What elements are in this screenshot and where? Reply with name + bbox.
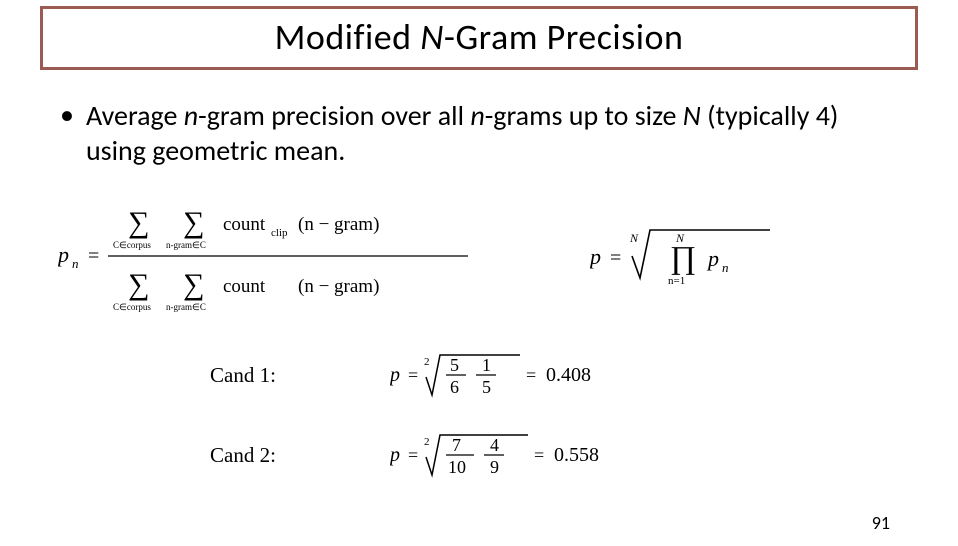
c1-den2: 5 (482, 377, 491, 397)
cand1-label: Cand 1: (210, 363, 290, 388)
c1-root-idx: 2 (424, 356, 430, 368)
p-term: p (706, 246, 719, 271)
c1-num2: 1 (482, 355, 491, 375)
p-radical (632, 230, 770, 278)
p-root-index: N (629, 231, 639, 245)
p-lhs: p (590, 244, 601, 269)
pn-den-sum1: ∑ (128, 268, 149, 301)
p-term-sub: n (722, 260, 729, 275)
bullet-mid2: -grams up to size (485, 98, 683, 133)
c1-eq: = (408, 365, 418, 385)
pn-lhs-sub: n (72, 256, 79, 271)
pn-num-clip: clip (271, 227, 288, 239)
bullet-block: • Average n-gram precision over all n-gr… (60, 98, 898, 168)
bullet-text: Average n-gram precision over all n-gram… (86, 98, 898, 168)
bullet-N: N (683, 98, 701, 133)
slide-title: Modified N-Gram Precision (43, 15, 915, 59)
pn-num-sum1: ∑ (128, 206, 149, 239)
cand1-formula: p = 2 5 6 1 5 = 0.408 (390, 347, 650, 403)
title-part-1: Modified (275, 15, 421, 59)
pn-num-arg: (n − gram) (298, 214, 379, 235)
c1-eq2: = (526, 365, 536, 385)
c2-result: 0.558 (554, 444, 599, 466)
c2-den2: 9 (490, 457, 499, 477)
c2-radical (426, 435, 528, 475)
pn-num-sum2-sub: n-gram∈C (166, 240, 206, 250)
c2-num2: 4 (490, 435, 499, 455)
bullet-mid1: -gram precision over all (198, 98, 470, 133)
pn-num-sum2: ∑ (183, 206, 204, 239)
pn-num-count: count (223, 214, 266, 235)
bullet-pre: Average (86, 98, 184, 133)
examples: Cand 1: p = 2 5 6 1 5 = 0.408 Cand 2: p … (210, 347, 958, 483)
pn-lhs: p (58, 242, 69, 267)
c2-lhs: p (390, 444, 400, 466)
title-part-2-italic: N (420, 15, 444, 59)
c2-den1: 10 (448, 457, 466, 477)
bullet-n1: n (184, 98, 198, 133)
pn-eq: = (88, 245, 99, 267)
cand1-row: Cand 1: p = 2 5 6 1 5 = 0.408 (210, 347, 958, 403)
c2-root-idx: 2 (424, 436, 430, 448)
c2-eq2: = (534, 445, 544, 465)
c1-radical (426, 355, 520, 395)
p-prod-lower: n=1 (668, 275, 685, 287)
cand2-label: Cand 2: (210, 443, 290, 468)
formula-pn: p n = ∑ C∈corpus ∑ n-gram∈C count clip (… (58, 196, 478, 321)
pn-den-count: count (223, 276, 266, 297)
c2-eq: = (408, 445, 418, 465)
pn-den-sum2-sub: n-gram∈C (166, 302, 206, 312)
pn-den-arg: (n − gram) (298, 276, 379, 297)
c1-result: 0.408 (546, 364, 591, 386)
p-eq: = (610, 247, 621, 269)
p-prod-upper: N (675, 231, 685, 245)
title-part-3: -Gram Precision (444, 15, 684, 59)
title-box: Modified N-Gram Precision (40, 6, 918, 70)
pn-num-sum1-sub: C∈corpus (113, 240, 151, 250)
formula-row: p n = ∑ C∈corpus ∑ n-gram∈C count clip (… (58, 196, 918, 321)
page-number: 91 (872, 512, 890, 534)
cand2-formula: p = 2 7 10 4 9 = 0.558 (390, 427, 650, 483)
pn-den-sum1-sub: C∈corpus (113, 302, 151, 312)
pn-den-sum2: ∑ (183, 268, 204, 301)
c1-lhs: p (390, 364, 400, 386)
c1-num1: 5 (450, 355, 459, 375)
c1-den1: 6 (450, 377, 459, 397)
bullet-dot: • (60, 98, 74, 132)
c2-num1: 7 (452, 435, 461, 455)
bullet-n2: n (470, 98, 484, 133)
formula-p: p = N ∏ n=1 N p n (590, 216, 780, 301)
cand2-row: Cand 2: p = 2 7 10 4 9 = 0.558 (210, 427, 958, 483)
